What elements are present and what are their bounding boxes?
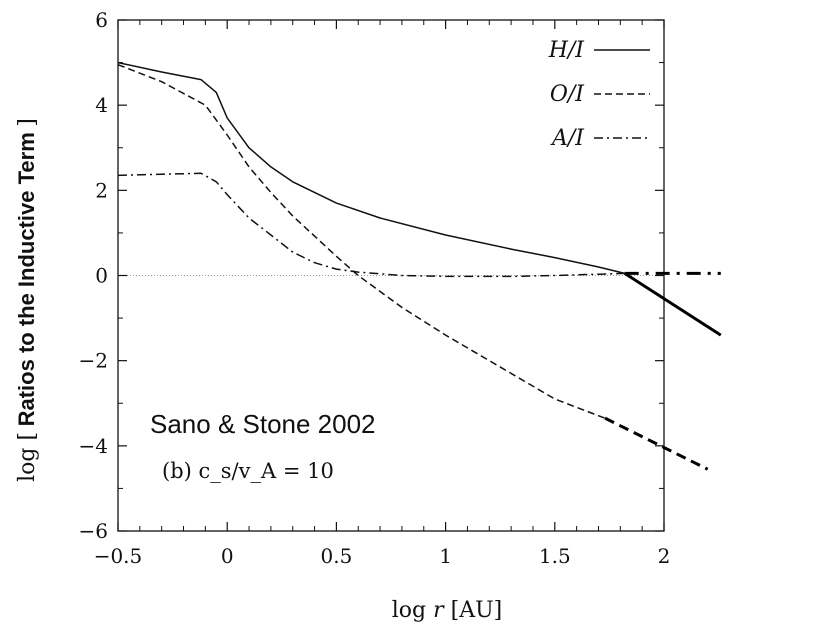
x-tick-label: 1 (439, 544, 452, 568)
x-axis-label-prefix: log (392, 598, 426, 623)
ticks-group: −0.5 0 0.5 1 1.5 2 −6 −4 −2 0 2 4 6 (79, 8, 671, 568)
legend-label-h-i: H/I (548, 38, 586, 63)
x-tick-label: 2 (658, 544, 671, 568)
y-axis-label-suffix: ] (15, 118, 40, 127)
x-tick-label: −0.5 (94, 544, 143, 568)
panel-annotation: (b) c_s/v_A = 10 (162, 459, 334, 483)
x-axis-label: log r [AU] (392, 598, 503, 623)
extrapolation-group (604, 271, 722, 471)
x-axis-label-unit: [AU] (451, 598, 503, 623)
x-tick-label: 0 (221, 544, 234, 568)
extrapolation-line-h-i (623, 272, 722, 337)
x-tick-label: 0.5 (320, 544, 352, 568)
y-tick-label: 0 (95, 264, 108, 288)
y-axis-label-main: Ratios to the Inductive Term (14, 132, 39, 426)
legend-label-o-i: O/I (550, 82, 585, 107)
y-tick-label: 2 (95, 178, 108, 202)
legend-label-a-i: A/I (550, 126, 585, 151)
x-axis-label-var: r (433, 598, 445, 623)
series-line-o-i (117, 64, 606, 419)
source-annotation: Sano & Stone 2002 (150, 409, 376, 439)
y-tick-label: 4 (95, 93, 108, 117)
series-line-a-i (117, 172, 625, 278)
x-tick-label: 1.5 (539, 544, 571, 568)
y-axis-label-prefix: log [ (15, 432, 40, 482)
y-tick-label: −6 (79, 519, 108, 543)
extrapolation-line-o-i (604, 416, 709, 471)
legend: H/I O/I A/I (548, 38, 650, 151)
y-tick-label: 6 (95, 8, 108, 32)
series-line-h-i (117, 61, 625, 275)
series-group (117, 61, 625, 419)
y-tick-label: −2 (79, 349, 108, 373)
y-tick-label: −4 (79, 434, 108, 458)
y-axis-label: log [ Ratios to the Inductive Term ] (14, 118, 40, 482)
